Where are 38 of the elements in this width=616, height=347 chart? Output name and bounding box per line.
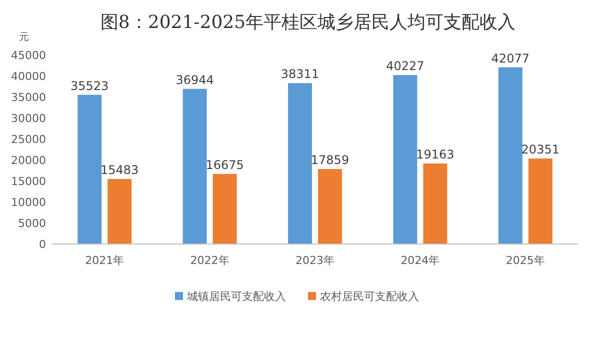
data-label: 36944 [176,72,214,87]
data-label: 40227 [386,59,424,74]
bar [78,94,102,244]
bar [212,174,237,244]
bar [108,178,132,244]
y-tick-label: 0 [39,238,46,251]
data-label: 16675 [206,158,244,172]
y-tick-label: 15000 [11,175,46,188]
data-label: 42077 [491,51,530,66]
data-label: 38311 [280,67,320,82]
bar [182,88,207,244]
y-tick-label: 35000 [11,91,46,104]
chart-title: 图8：2021-2025年平桂区城乡居民人均可支配收入 [100,12,516,33]
bar [318,168,342,244]
data-label: 15483 [100,162,139,177]
y-tick-label: 40000 [11,70,46,83]
legend-label: 农村居民可支配收入 [320,290,419,303]
bar [498,67,522,244]
y-axis-title: 元 [19,32,29,43]
y-tick-label: 30000 [11,112,46,125]
y-tick-label: 45000 [11,49,46,62]
data-label: 35523 [70,78,109,93]
bar [423,164,448,244]
x-tick-label: 2021年 [85,254,124,267]
x-tick-label: 2023年 [296,254,334,267]
legend-label: 城镇居民可支配收入 [186,290,286,303]
bar [393,75,418,244]
x-tick-label: 2022年 [190,254,230,267]
x-tick-label: 2024年 [400,254,440,267]
data-label: 19163 [416,148,454,162]
data-label: 17859 [310,152,350,167]
y-tick-label: 25000 [11,133,46,146]
x-tick-label: 2025年 [506,254,545,267]
bar [288,83,312,244]
y-tick-label: 5000 [18,217,46,230]
bar [528,158,552,244]
y-tick-label: 20000 [11,154,46,167]
y-tick-label: 10000 [11,196,46,209]
